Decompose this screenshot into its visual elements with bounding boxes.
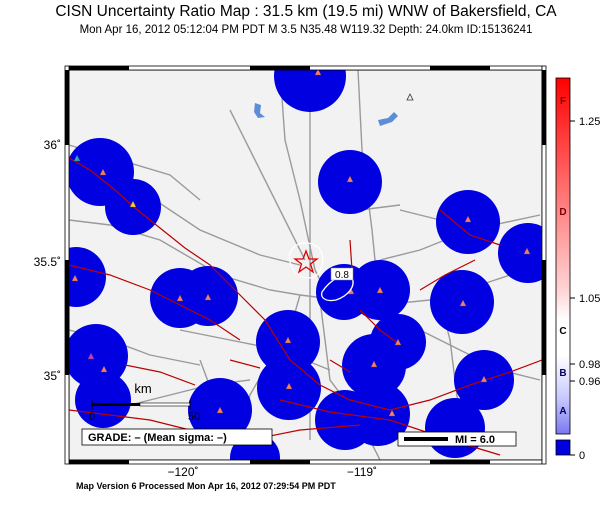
lat-label-36: 36˚ [44,138,61,152]
scale-start: 0 [89,411,95,423]
contour-label: 0.8 [335,270,349,281]
scale-unit: km [134,381,151,396]
cb-value-0-98: 0.98 [579,359,600,371]
cb-value-0: 0 [579,450,585,462]
map-title: CISN Uncertainty Ratio Map : 31.5 km (19… [55,3,557,20]
scale-bar: km 0 50 [89,381,200,423]
epicenter-star[interactable] [293,249,319,274]
grade-text: GRADE: – (Mean sigma: –) [88,432,227,444]
map-frame [64,65,547,465]
lon-label-120: −120˚ [167,465,198,479]
cb-letter-f: F [560,96,566,107]
cb-letter-d: D [559,207,566,218]
cb-value-1-25: 1.25 [579,116,600,128]
map-subtitle: Mon Apr 16, 2012 05:12:04 PM PDT M 3.5 N… [79,24,533,36]
cb-value-1-05: 1.05 [579,293,600,305]
cb-value-0-96: 0.96 [579,376,600,388]
stations-layer [71,70,531,417]
scale-end: 50 [188,411,200,423]
cb-letter-a: A [559,406,566,417]
colorbar: F D C B A 1.25 1.05 0.98 0.96 0 [555,77,600,462]
cb-letter-b: B [559,368,566,379]
lat-label-35-5: 35.5˚ [34,255,61,269]
lat-label-35: 35˚ [44,369,61,383]
mi-legend: MI = 6.0 [455,434,495,446]
lon-label-119: −119˚ [347,465,377,479]
cb-letter-c: C [559,326,566,337]
contour-inner [288,242,324,279]
footer-processed: Map Version 6 Processed Mon Apr 16, 2012… [76,481,336,491]
